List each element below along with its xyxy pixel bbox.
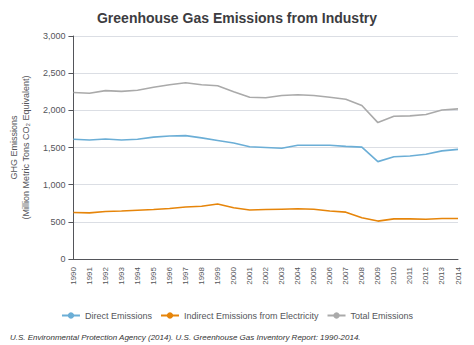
svg-text:2003: 2003 — [277, 266, 286, 284]
svg-text:2010: 2010 — [389, 266, 398, 284]
svg-text:1,000: 1,000 — [43, 180, 66, 190]
svg-text:2009: 2009 — [373, 266, 382, 284]
svg-text:2008: 2008 — [357, 266, 366, 284]
svg-text:2,500: 2,500 — [43, 68, 66, 78]
svg-text:(Million Metric Tons CO₂ Equiv: (Million Metric Tons CO₂ Equivalent) — [21, 76, 31, 220]
svg-text:U.S. Environmental Protection: U.S. Environmental Protection Agency (20… — [10, 333, 361, 342]
svg-text:2,000: 2,000 — [43, 105, 66, 115]
svg-text:500: 500 — [50, 217, 65, 227]
svg-text:2002: 2002 — [261, 266, 270, 284]
svg-text:GHG Emissions: GHG Emissions — [9, 115, 19, 180]
svg-text:Greenhouse Gas Emissions from: Greenhouse Gas Emissions from Industry — [97, 10, 377, 26]
svg-text:2001: 2001 — [245, 266, 254, 284]
svg-text:2000: 2000 — [229, 266, 238, 284]
svg-text:1990: 1990 — [69, 266, 78, 284]
svg-text:3,000: 3,000 — [43, 31, 66, 41]
svg-text:1999: 1999 — [213, 266, 222, 284]
svg-text:1992: 1992 — [101, 266, 110, 284]
svg-text:2014: 2014 — [454, 266, 463, 284]
svg-text:Direct Emissions: Direct Emissions — [85, 311, 153, 321]
svg-text:1995: 1995 — [149, 266, 158, 284]
svg-text:2013: 2013 — [437, 266, 446, 284]
svg-text:Indirect Emissions from Electr: Indirect Emissions from Electricity — [184, 311, 319, 321]
svg-text:2006: 2006 — [325, 266, 334, 284]
svg-text:2005: 2005 — [309, 266, 318, 284]
svg-text:1,500: 1,500 — [43, 143, 66, 153]
svg-text:1994: 1994 — [133, 266, 142, 284]
svg-text:2007: 2007 — [341, 266, 350, 284]
svg-text:Total Emissions: Total Emissions — [351, 311, 414, 321]
svg-text:1997: 1997 — [181, 266, 190, 284]
svg-text:0: 0 — [60, 254, 65, 264]
svg-text:2012: 2012 — [421, 266, 430, 284]
svg-text:1991: 1991 — [85, 266, 94, 284]
svg-text:1993: 1993 — [117, 266, 126, 284]
svg-text:1996: 1996 — [165, 266, 174, 284]
svg-text:2011: 2011 — [405, 266, 414, 284]
svg-text:1998: 1998 — [197, 266, 206, 284]
svg-text:2004: 2004 — [293, 266, 302, 284]
